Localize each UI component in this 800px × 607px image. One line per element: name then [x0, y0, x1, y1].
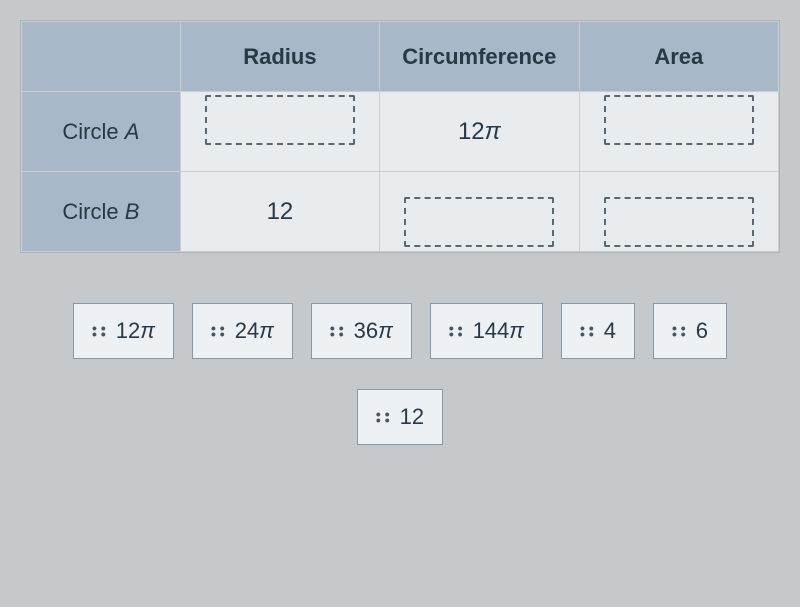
tile-row-2: 12	[20, 389, 780, 445]
tile-label: 12π	[116, 318, 155, 344]
tile-24pi[interactable]: 24π	[192, 303, 293, 359]
drag-handle-icon	[211, 325, 225, 337]
drag-handle-icon	[672, 325, 686, 337]
header-radius: Radius	[180, 22, 379, 92]
circle-table: Radius Circumference Area Circle A 12π	[21, 21, 779, 252]
tile-label: 4	[604, 318, 616, 344]
cell-a-area	[579, 92, 778, 172]
circle-table-container: Radius Circumference Area Circle A 12π	[20, 20, 780, 253]
tile-label: 36π	[354, 318, 393, 344]
drop-target[interactable]	[205, 95, 355, 145]
drag-handle-icon	[92, 325, 106, 337]
tile-label: 144π	[473, 318, 524, 344]
drop-target[interactable]	[604, 197, 754, 247]
drop-target[interactable]	[404, 197, 554, 247]
table-row: Circle A 12π	[22, 92, 779, 172]
tile-label: 24π	[235, 318, 274, 344]
row-label-b: Circle B	[22, 172, 181, 252]
header-corner	[22, 22, 181, 92]
drag-handle-icon	[449, 325, 463, 337]
drag-handle-icon	[330, 325, 344, 337]
tile-12[interactable]: 12	[357, 389, 443, 445]
table-row: Circle B 12	[22, 172, 779, 252]
tile-4[interactable]: 4	[561, 303, 635, 359]
drag-handle-icon	[376, 411, 390, 423]
row-label-a: Circle A	[22, 92, 181, 172]
cell-b-circumference	[380, 172, 579, 252]
answer-tiles-container: 12π 24π 36π 144π 4 6 12	[20, 293, 780, 485]
header-circumference: Circumference	[380, 22, 579, 92]
cell-a-radius	[180, 92, 379, 172]
cell-b-radius: 12	[180, 172, 379, 252]
header-area: Area	[579, 22, 778, 92]
tile-label: 12	[400, 404, 424, 430]
tile-label: 6	[696, 318, 708, 344]
tile-6[interactable]: 6	[653, 303, 727, 359]
drag-handle-icon	[580, 325, 594, 337]
tile-row-1: 12π 24π 36π 144π 4 6	[20, 303, 780, 359]
tile-144pi[interactable]: 144π	[430, 303, 543, 359]
cell-value: 12	[267, 198, 294, 225]
cell-a-circumference: 12π	[380, 92, 579, 172]
row-label-prefix: Circle	[62, 119, 124, 144]
row-label-suffix: B	[125, 199, 140, 224]
cell-b-area	[579, 172, 778, 252]
tile-12pi[interactable]: 12π	[73, 303, 174, 359]
drop-target[interactable]	[604, 95, 754, 145]
row-label-suffix: A	[125, 119, 140, 144]
row-label-prefix: Circle	[62, 199, 124, 224]
cell-value: 12π	[458, 118, 501, 145]
tile-36pi[interactable]: 36π	[311, 303, 412, 359]
